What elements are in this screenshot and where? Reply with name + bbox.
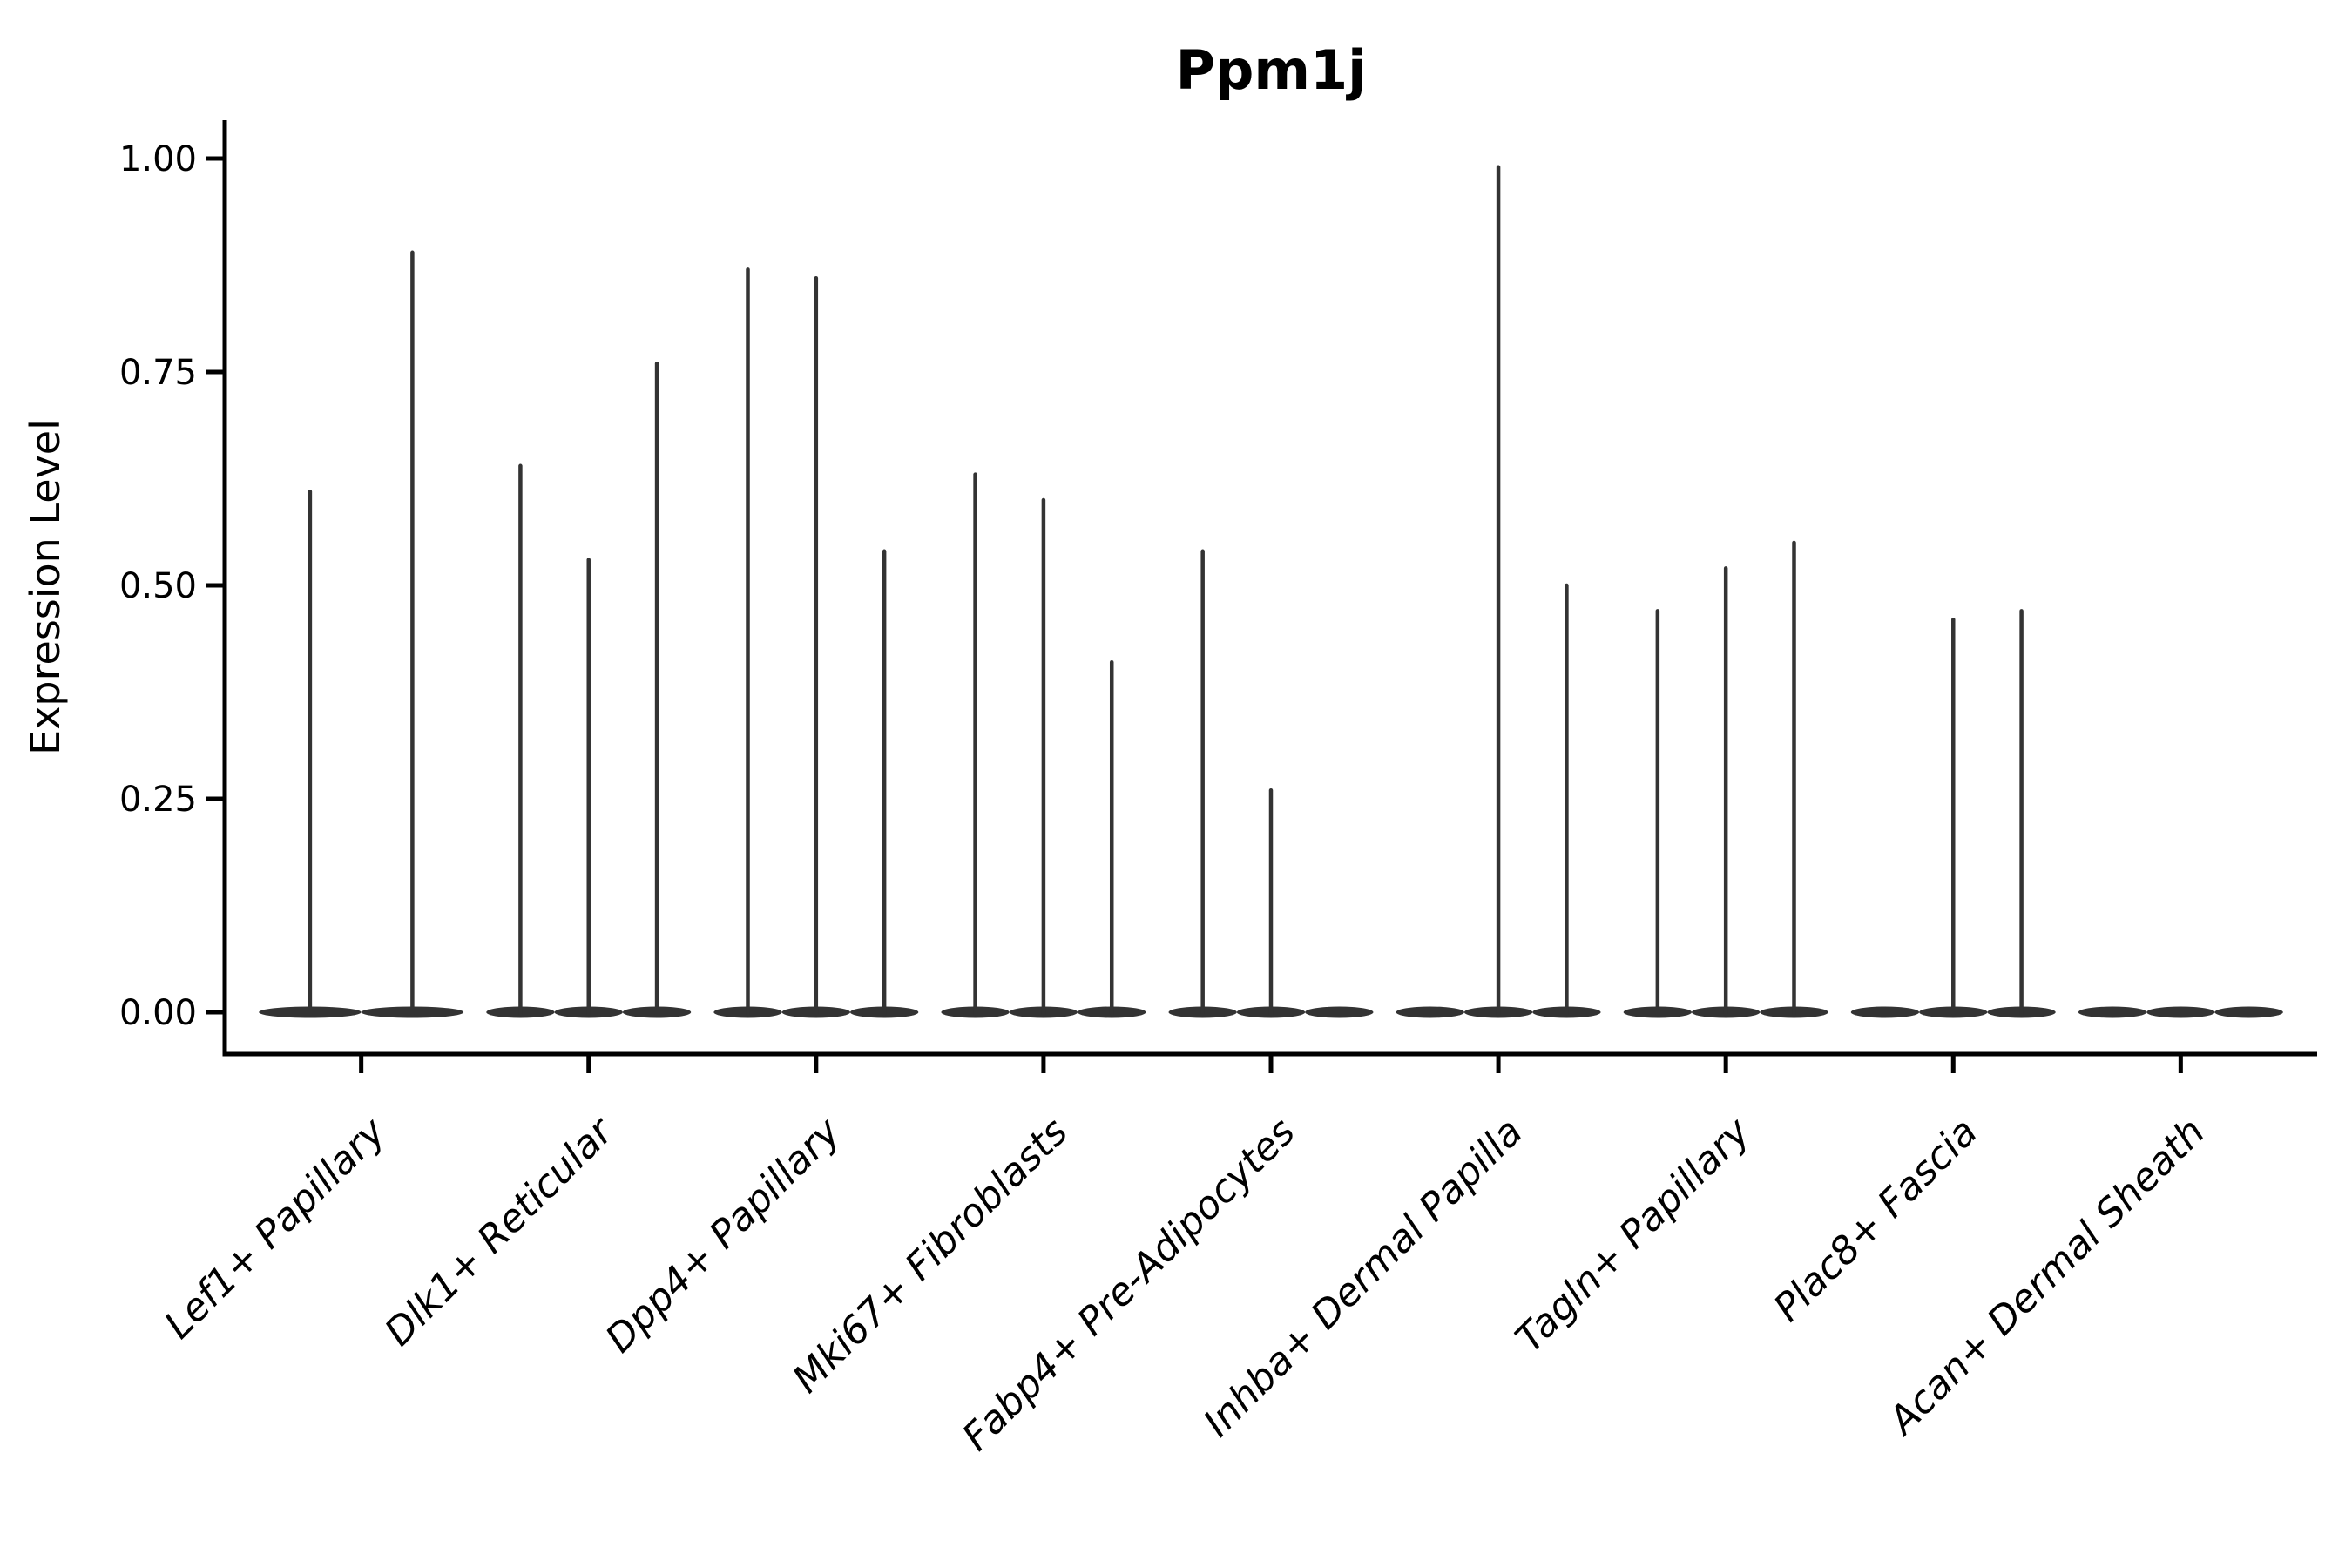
y-tick-label: 0.25: [119, 780, 197, 820]
y-tick-label: 0.00: [119, 993, 197, 1033]
violin-group: [1396, 165, 1601, 1018]
y-axis-title: Expression Level: [22, 419, 69, 755]
violin-group: [486, 361, 692, 1018]
violin-group: [2078, 1006, 2283, 1018]
violin-base: [1850, 1006, 1920, 1018]
violin-base: [1396, 1006, 1464, 1018]
y-tick-label: 0.50: [119, 566, 197, 606]
x-tick-label: Plac8+ Fascia: [1766, 1110, 1986, 1330]
violin-group: [1168, 549, 1374, 1018]
violin-base: [2214, 1006, 2283, 1018]
x-tick-label: Lef1+ Papillary: [156, 1109, 395, 1348]
chart-title: Ppm1j: [1176, 38, 1367, 102]
x-tick-label: Dlk1+ Reticular: [376, 1108, 623, 1355]
x-tick-label: Dpp4+ Papillary: [598, 1109, 850, 1362]
violin-group: [941, 472, 1146, 1018]
x-tick-label: Tagln+ Papillary: [1507, 1109, 1759, 1361]
y-tick-label: 0.75: [119, 353, 197, 393]
violin-group: [1623, 540, 1828, 1018]
violin-base: [2078, 1006, 2147, 1018]
violin-group: [1850, 609, 2056, 1018]
violin-base: [2146, 1006, 2215, 1018]
y-tick-label: 1.00: [119, 139, 197, 179]
violin-group: [713, 267, 919, 1018]
violin-base: [1305, 1006, 1374, 1018]
violin-group: [259, 250, 464, 1018]
violins-layer: [259, 165, 2283, 1018]
axes-layer: 0.00 0.25 0.50 0.75 1.00 Lef1+ PapillaryDlk1+…: [119, 120, 2317, 1459]
